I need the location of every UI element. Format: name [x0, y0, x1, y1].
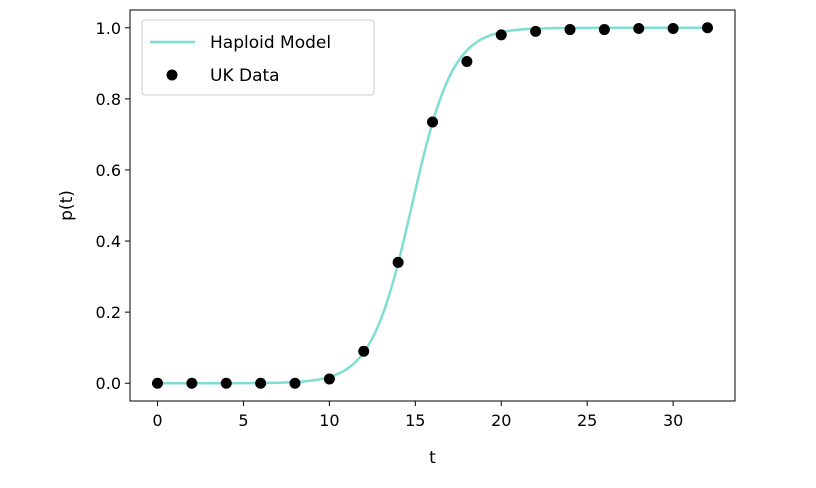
data-point-uk: [564, 24, 576, 36]
y-axis: 0.0 0.2 0.4 0.6 0.8 1.0: [96, 19, 130, 393]
legend: Haploid Model UK Data: [141, 19, 375, 96]
x-tick-label: 10: [319, 411, 339, 430]
legend-box: [141, 19, 375, 96]
x-axis: 0 5 10 15 20 25 30: [152, 401, 683, 430]
data-point-uk: [152, 377, 163, 389]
x-tick-label: 5: [238, 411, 248, 430]
y-tick-label: 0.2: [96, 303, 121, 322]
data-point-uk: [220, 377, 232, 389]
y-tick-label: 0.0: [96, 374, 121, 393]
y-tick-label: 0.4: [96, 232, 121, 251]
y-axis-label: p(t): [57, 190, 77, 221]
data-point-uk: [461, 56, 473, 68]
legend-label-haploid-model: Haploid Model: [210, 33, 331, 53]
x-tick-label: 30: [663, 411, 683, 430]
data-point-uk: [702, 22, 713, 34]
data-point-uk: [392, 256, 404, 268]
data-point-uk: [323, 373, 335, 385]
y-tick-label: 0.6: [96, 161, 121, 180]
data-point-uk: [530, 25, 542, 37]
data-point-uk: [289, 377, 301, 389]
x-tick-label: 20: [491, 411, 511, 430]
y-tick-label: 0.8: [96, 90, 121, 109]
data-point-uk: [186, 377, 198, 389]
data-point-uk: [427, 116, 438, 128]
data-point-uk: [358, 345, 370, 357]
data-point-uk: [598, 24, 610, 36]
x-tick-label: 25: [577, 411, 597, 430]
data-point-uk: [633, 22, 645, 34]
x-tick-label: 0: [152, 411, 162, 430]
data-point-uk: [255, 377, 267, 389]
legend-marker-swatch: [166, 69, 178, 81]
plot-frame: [129, 9, 736, 402]
series-layer: [152, 22, 713, 389]
y-tick-label: 1.0: [96, 19, 121, 38]
x-axis-label: t: [429, 448, 436, 468]
legend-label-uk-data: UK Data: [210, 66, 280, 86]
data-point-uk: [667, 22, 679, 34]
x-tick-label: 15: [405, 411, 425, 430]
data-point-uk: [495, 29, 507, 41]
